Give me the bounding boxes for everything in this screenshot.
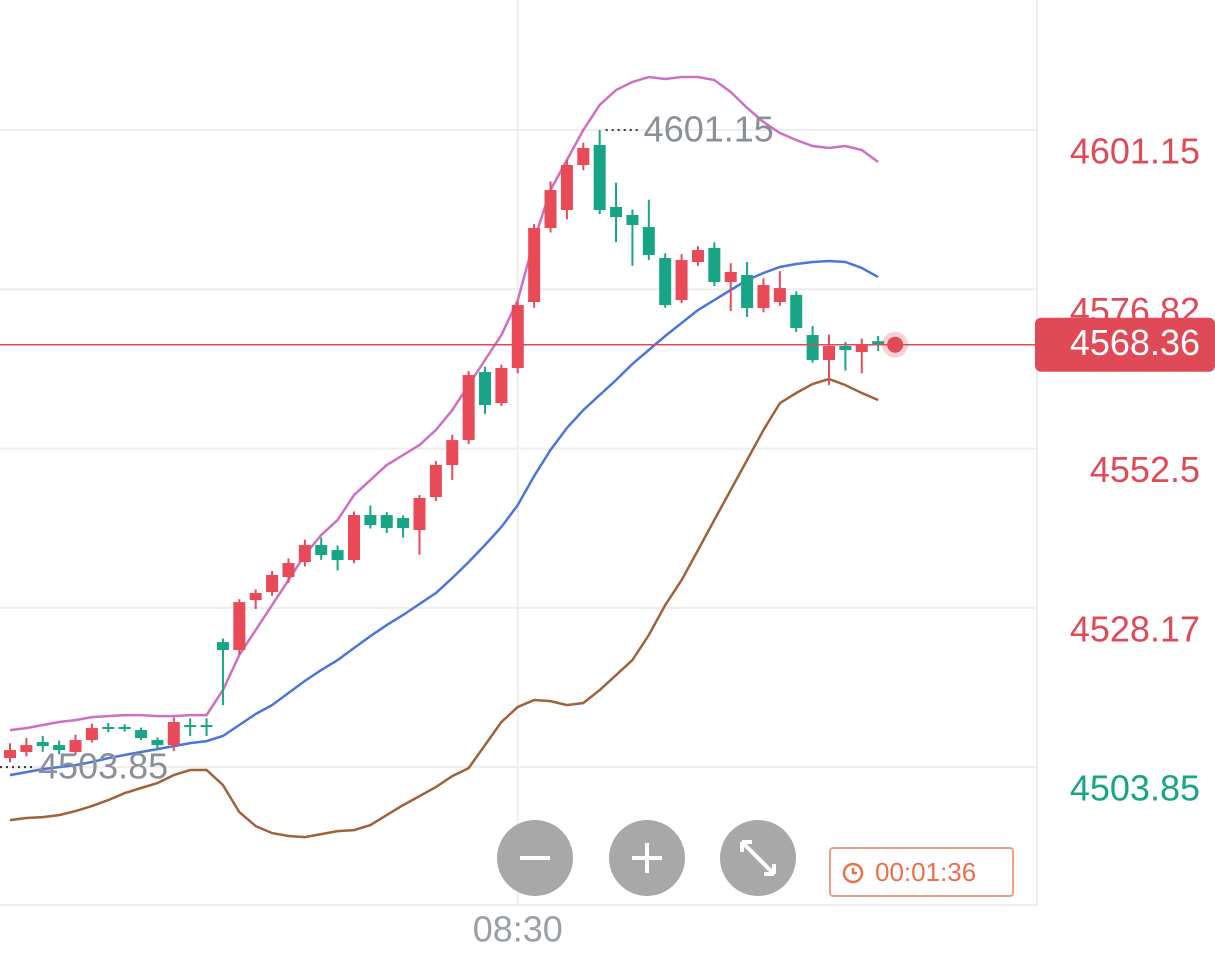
candle-body bbox=[118, 727, 131, 730]
candle-body bbox=[773, 288, 786, 303]
expand-icon bbox=[740, 840, 776, 876]
candle-body bbox=[331, 550, 344, 561]
candle-body bbox=[724, 272, 737, 282]
band-line bbox=[9, 259, 879, 777]
candle-body bbox=[69, 740, 82, 753]
candle-body bbox=[151, 740, 164, 746]
candle-body bbox=[167, 722, 180, 746]
candle-body bbox=[135, 730, 148, 739]
candle-body bbox=[20, 745, 33, 753]
candle-body bbox=[413, 498, 426, 531]
candle-body bbox=[53, 745, 66, 751]
candle-body bbox=[511, 305, 524, 369]
candle-body bbox=[593, 144, 606, 211]
candle-body bbox=[790, 295, 803, 329]
candle-body bbox=[233, 602, 246, 651]
band-line bbox=[9, 377, 879, 839]
candle-body bbox=[642, 227, 655, 255]
zoom-out-button[interactable] bbox=[497, 820, 573, 896]
candles bbox=[4, 129, 885, 763]
zoom-in-button[interactable] bbox=[609, 820, 685, 896]
bands bbox=[9, 75, 879, 839]
candle-body bbox=[757, 285, 770, 309]
candle-body bbox=[855, 344, 868, 353]
candle-body bbox=[462, 375, 475, 441]
candle-body bbox=[528, 228, 541, 303]
candle-body bbox=[429, 465, 442, 498]
fullscreen-button[interactable] bbox=[720, 820, 796, 896]
candle-body bbox=[610, 206, 623, 218]
countdown-box bbox=[829, 847, 1014, 897]
candle-body bbox=[806, 335, 819, 361]
candle-body bbox=[249, 593, 262, 601]
candle-body bbox=[495, 368, 508, 404]
low-label: 4503.85 bbox=[38, 746, 168, 787]
y-tick-label: 4552.5 bbox=[1090, 449, 1200, 490]
current-price-label: 4568.36 bbox=[1070, 322, 1200, 363]
candle-body bbox=[298, 545, 311, 563]
y-tick-label: 4528.17 bbox=[1070, 608, 1200, 649]
candle-body bbox=[380, 515, 393, 529]
candle-body bbox=[708, 247, 721, 282]
candle-body bbox=[266, 575, 279, 593]
candle-body bbox=[282, 563, 295, 578]
candle-body bbox=[626, 214, 639, 226]
x-tick-label: 08:30 bbox=[473, 909, 563, 950]
candle-body bbox=[315, 545, 328, 556]
candle-body bbox=[4, 750, 16, 759]
candle-body bbox=[560, 165, 573, 211]
clock-hand bbox=[851, 868, 857, 875]
candle-body bbox=[577, 147, 590, 166]
current-dot bbox=[887, 336, 904, 353]
candle-body bbox=[200, 725, 213, 728]
candle-body bbox=[347, 515, 360, 561]
countdown: 00:01:36 bbox=[829, 847, 1014, 897]
candle-body bbox=[184, 725, 197, 728]
candle-body bbox=[659, 258, 672, 306]
candle-body bbox=[446, 440, 459, 466]
candle-body bbox=[479, 372, 492, 406]
y-tick-label: 4503.85 bbox=[1070, 768, 1200, 809]
candle-body bbox=[872, 341, 885, 345]
clock-icon bbox=[842, 862, 864, 884]
high-label: 4601.15 bbox=[644, 109, 774, 150]
candle-body bbox=[691, 250, 704, 263]
candle-body bbox=[823, 346, 835, 361]
candle-body bbox=[36, 742, 49, 747]
candle-body bbox=[216, 642, 229, 651]
candle-body bbox=[839, 346, 852, 351]
candle-body bbox=[102, 727, 115, 730]
band-line bbox=[9, 75, 879, 732]
overlay: 4601.15 4503.85 4568.36 bbox=[0, 109, 1215, 787]
candle-body bbox=[85, 728, 98, 741]
candle-body bbox=[741, 275, 754, 309]
candle-body bbox=[397, 518, 410, 529]
countdown-text: 00:01:36 bbox=[875, 857, 976, 887]
current-price-tag bbox=[1035, 317, 1215, 372]
y-tick-label: 4601.15 bbox=[1070, 131, 1200, 172]
candle-body bbox=[675, 260, 688, 301]
candle-body bbox=[364, 515, 377, 526]
candle-body bbox=[544, 190, 557, 229]
